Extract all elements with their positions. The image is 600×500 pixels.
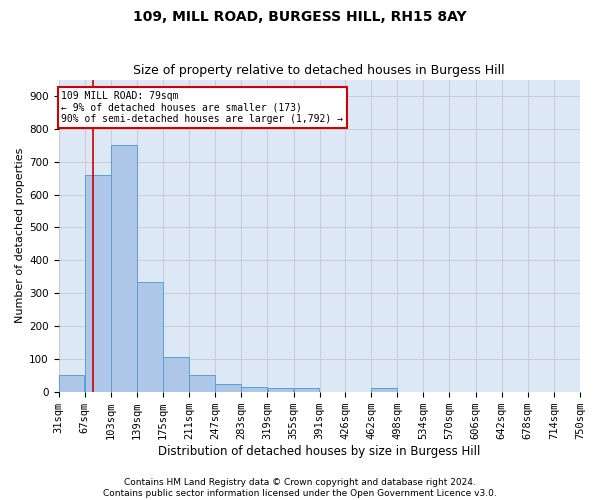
Bar <box>163 357 189 392</box>
Text: 109, MILL ROAD, BURGESS HILL, RH15 8AY: 109, MILL ROAD, BURGESS HILL, RH15 8AY <box>133 10 467 24</box>
Bar <box>137 282 163 392</box>
Bar <box>268 388 293 392</box>
X-axis label: Distribution of detached houses by size in Burgess Hill: Distribution of detached houses by size … <box>158 444 481 458</box>
Title: Size of property relative to detached houses in Burgess Hill: Size of property relative to detached ho… <box>133 64 505 77</box>
Bar <box>85 175 110 392</box>
Text: Contains HM Land Registry data © Crown copyright and database right 2024.
Contai: Contains HM Land Registry data © Crown c… <box>103 478 497 498</box>
Bar <box>241 387 267 392</box>
Bar <box>189 376 215 392</box>
Text: 109 MILL ROAD: 79sqm
← 9% of detached houses are smaller (173)
90% of semi-detac: 109 MILL ROAD: 79sqm ← 9% of detached ho… <box>61 91 343 124</box>
Bar <box>59 376 85 392</box>
Bar <box>293 388 319 392</box>
Bar <box>215 384 241 392</box>
Y-axis label: Number of detached properties: Number of detached properties <box>15 148 25 324</box>
Bar <box>111 146 137 392</box>
Bar <box>371 388 397 392</box>
